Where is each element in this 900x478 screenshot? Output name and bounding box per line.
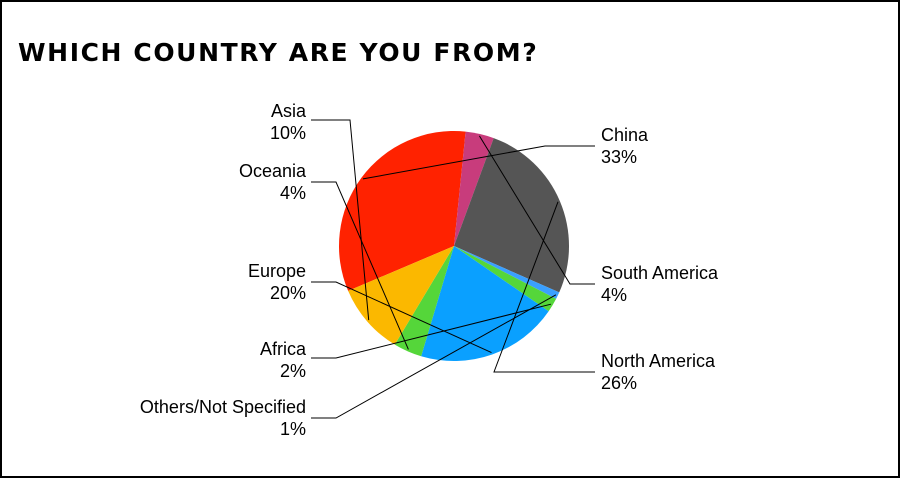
label-others: Others/Not Specified 1% (140, 396, 306, 440)
label-europe-name: Europe (247, 261, 306, 281)
leader-line-africa (311, 303, 552, 359)
label-south-america-name: South America (601, 263, 719, 283)
label-europe: Europe 20% (248, 260, 306, 304)
pie-slice-china (339, 131, 466, 291)
label-oceania-name: Oceania (238, 161, 306, 181)
pie-slice-north-america (454, 138, 570, 293)
pie-slice-oceania (394, 246, 454, 357)
pie-slice-asia (348, 246, 454, 345)
leader-line-north-america (493, 201, 595, 373)
label-south-america-value: 4% (601, 285, 628, 305)
leader-line-china (362, 145, 595, 180)
label-asia: Asia 10% (270, 100, 306, 144)
label-europe-value: 20% (269, 283, 306, 303)
label-china: China 33% (601, 124, 648, 168)
leader-line-asia (311, 119, 370, 321)
label-china-value: 33% (601, 147, 638, 167)
label-asia-name: Asia (270, 101, 306, 121)
label-oceania: Oceania 4% (239, 160, 306, 204)
pie-slice-africa (454, 246, 557, 312)
label-others-name: Others/Not Specified (139, 397, 306, 417)
label-africa-value: 2% (279, 361, 306, 381)
pie-slice-europe (421, 246, 549, 362)
label-north-america: North America 26% (601, 350, 715, 394)
label-oceania-value: 4% (279, 183, 306, 203)
label-south-america: South America 4% (601, 262, 718, 306)
label-china-name: China (601, 125, 649, 145)
label-north-america-value: 26% (601, 373, 638, 393)
pie-slice-others (454, 246, 560, 299)
leader-line-europe (311, 281, 492, 354)
leader-line-others (311, 294, 557, 419)
label-africa: Africa 2% (260, 338, 306, 382)
leader-line-oceania (311, 181, 409, 350)
label-asia-value: 10% (269, 123, 306, 143)
chart-title: WHICH COUNTRY ARE YOU FROM? (18, 38, 539, 67)
label-others-value: 1% (279, 419, 306, 439)
label-north-america-name: North America (601, 351, 716, 371)
label-africa-name: Africa (259, 339, 306, 359)
leader-line-south-america (478, 135, 595, 285)
